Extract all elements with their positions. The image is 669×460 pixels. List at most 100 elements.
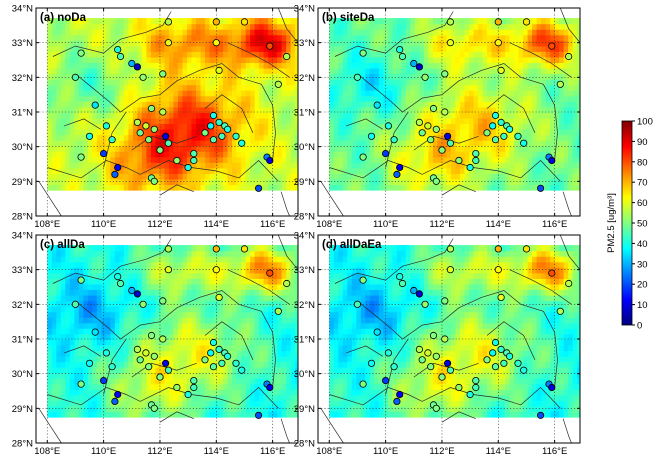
site-marker xyxy=(491,111,500,120)
site-marker xyxy=(283,52,291,61)
site-marker xyxy=(133,63,141,71)
site-marker xyxy=(441,108,449,116)
site-marker xyxy=(85,359,94,367)
site-marker xyxy=(548,42,556,50)
lat-tick-label: 28°N xyxy=(294,439,315,450)
site-marker xyxy=(108,363,116,371)
site-marker xyxy=(489,349,497,357)
site-marker xyxy=(274,80,282,88)
site-marker xyxy=(432,177,440,185)
site-marker xyxy=(384,122,392,130)
map-panel-noDa: 28°N 29°N 30°N 31°N 32°N 33°N 34°N 108°E 110°E 11… xyxy=(12,4,299,230)
site-marker xyxy=(505,352,514,360)
lat-tick-label: 28°N xyxy=(294,212,315,223)
lat-tick-label: 31°N xyxy=(12,335,33,346)
lat-tick-label: 33°N xyxy=(294,265,315,276)
site-marker xyxy=(415,290,423,298)
site-marker xyxy=(441,70,449,78)
pm25-field xyxy=(47,245,298,418)
site-marker xyxy=(520,366,528,374)
site-marker xyxy=(359,49,367,57)
site-marker xyxy=(266,383,274,392)
site-marker xyxy=(255,411,263,419)
site-marker xyxy=(215,345,223,353)
lat-tick-label: 32°N xyxy=(294,300,315,311)
site-marker xyxy=(494,18,502,26)
site-marker xyxy=(147,104,156,113)
site-marker xyxy=(164,18,172,26)
site-marker xyxy=(438,373,446,381)
site-marker xyxy=(520,139,528,147)
site-marker xyxy=(156,373,164,381)
lon-tick-label: 108°E xyxy=(316,219,342,230)
colorbar-tick-label: 90 xyxy=(637,137,648,148)
lon-tick-label: 110°E xyxy=(373,219,398,230)
map-panel-allDa: 28°N 29°N 30°N 31°N 32°N 33°N 34°N 108°E 110°E 11… xyxy=(12,231,299,457)
site-marker xyxy=(446,266,454,274)
site-marker xyxy=(91,101,99,109)
panel-title: (a) noDa xyxy=(40,12,87,24)
site-marker xyxy=(71,300,80,308)
site-marker xyxy=(514,359,522,367)
site-marker xyxy=(424,122,432,130)
site-marker xyxy=(266,269,274,277)
site-marker xyxy=(396,272,404,281)
colorbar-gradient xyxy=(621,120,633,326)
site-marker xyxy=(373,328,381,336)
site-marker xyxy=(85,132,94,140)
site-marker xyxy=(218,359,226,367)
site-marker xyxy=(427,363,435,371)
site-marker xyxy=(446,366,454,374)
site-marker xyxy=(150,125,158,133)
lat-tick-label: 29°N xyxy=(12,177,33,188)
site-marker xyxy=(548,269,556,277)
lon-tick-label: 110°E xyxy=(91,446,116,457)
site-marker xyxy=(240,245,249,253)
site-marker xyxy=(173,156,181,165)
site-marker xyxy=(133,345,141,353)
colorbar-title: PM2.5 [ug/m³] xyxy=(606,193,617,253)
map-panel-allDaEa: 28°N 29°N 30°N 31°N 32°N 33°N 34°N 108°E 110°E 11… xyxy=(294,231,581,457)
lat-tick-label: 34°N xyxy=(294,4,315,15)
colorbar-tick-label: 40 xyxy=(637,239,648,250)
lat-tick-label: 28°N xyxy=(12,439,33,450)
lat-tick-label: 32°N xyxy=(12,300,33,311)
site-marker xyxy=(145,136,153,144)
lon-tick-label: 114°E xyxy=(204,219,229,230)
lon-tick-label: 108°E xyxy=(34,446,60,457)
gridlines xyxy=(36,8,298,216)
site-marker xyxy=(390,363,398,371)
site-marker xyxy=(164,266,172,274)
site-marker xyxy=(438,146,446,154)
site-marker xyxy=(441,297,449,305)
site-marker xyxy=(398,52,407,61)
site-marker xyxy=(359,276,367,284)
site-marker xyxy=(212,245,220,253)
site-marker xyxy=(536,411,545,419)
site-marker xyxy=(255,184,263,192)
site-marker xyxy=(398,279,407,288)
site-marker xyxy=(491,338,500,347)
site-marker xyxy=(455,156,463,165)
site-marker xyxy=(466,163,474,172)
site-marker xyxy=(232,132,240,140)
site-marker xyxy=(432,404,440,412)
site-marker xyxy=(111,170,119,178)
site-marker xyxy=(108,136,116,144)
site-marker xyxy=(505,125,514,133)
site-marker xyxy=(415,345,423,353)
site-marker xyxy=(201,356,209,364)
site-marker xyxy=(390,136,398,144)
site-marker xyxy=(77,153,85,161)
site-marker xyxy=(494,245,502,253)
site-marker xyxy=(128,59,136,68)
site-marker xyxy=(238,139,246,147)
lat-tick-label: 29°N xyxy=(12,404,33,415)
colorbar-tick-label: 20 xyxy=(637,280,648,291)
lat-tick-label: 34°N xyxy=(294,231,315,242)
site-marker xyxy=(150,352,158,360)
observation-sites xyxy=(353,245,573,419)
panel-title: (b) siteDa xyxy=(322,12,375,24)
